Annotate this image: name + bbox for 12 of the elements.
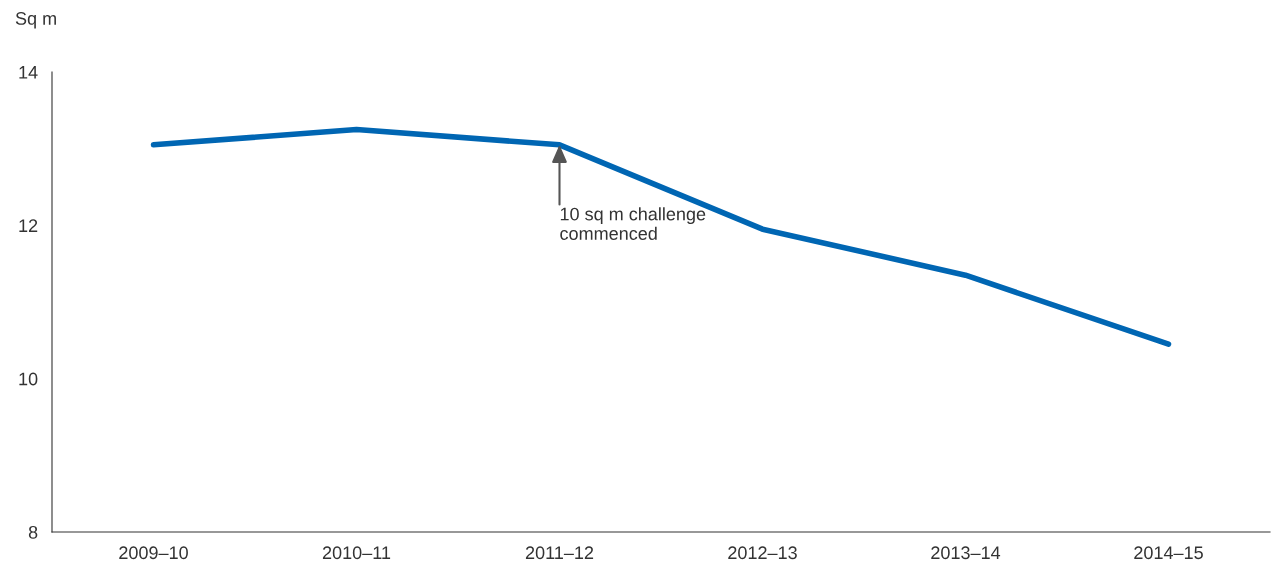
x-tick-label: 2009–10 xyxy=(119,546,188,560)
y-tick-label: 12 xyxy=(19,219,38,232)
annotation: 10 sq m challenge commenced xyxy=(560,207,706,240)
y-tick-label: 14 xyxy=(19,66,38,79)
y-tick-label: 10 xyxy=(19,372,38,386)
y-axis-title: Sq m xyxy=(15,12,56,29)
x-tick-label: 2011–12 xyxy=(525,546,594,560)
x-tick-label: 2012–13 xyxy=(728,546,797,560)
x-tick-label: 2013–14 xyxy=(931,546,1001,560)
x-tick-label: 2014–15 xyxy=(1134,546,1203,560)
y-tick-label: 8 xyxy=(28,525,38,539)
x-tick-label: 2010–11 xyxy=(322,546,391,560)
